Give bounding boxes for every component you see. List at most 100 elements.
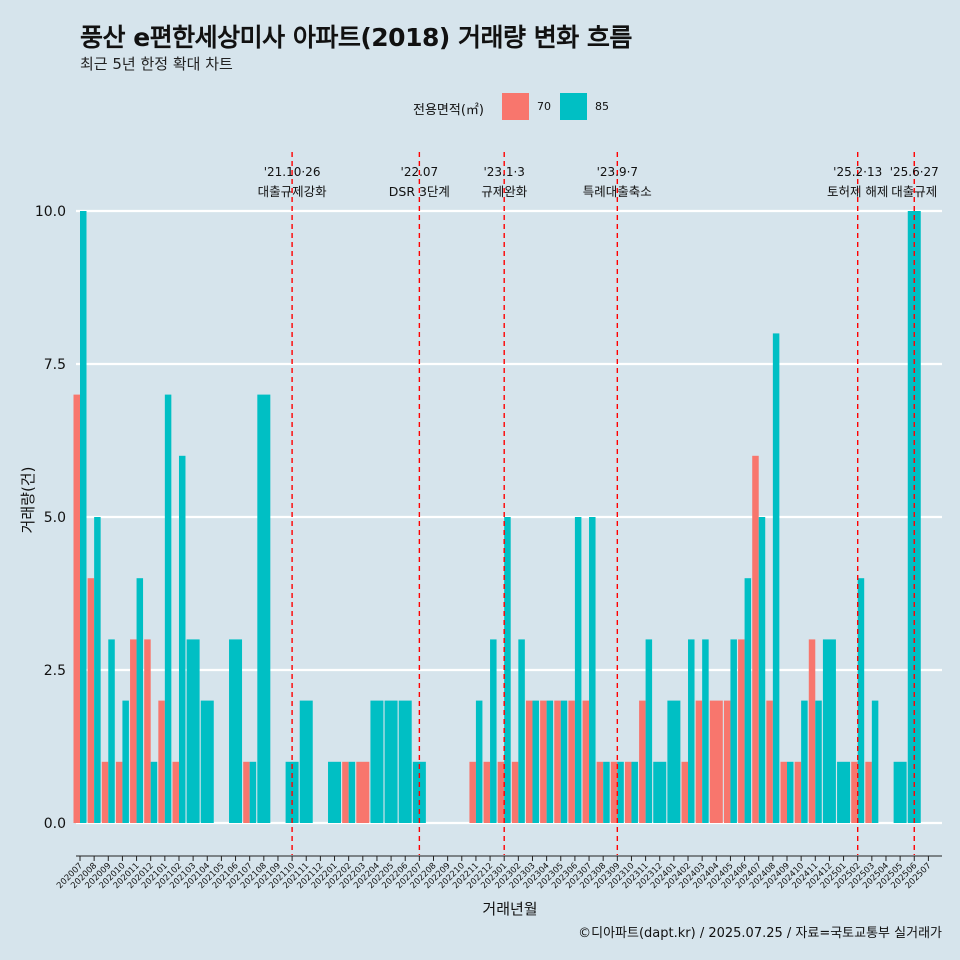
bar-85-202408 [772,333,780,823]
bar-85-202306 [574,517,582,823]
bar-85-202409 [787,761,794,823]
bar-70-202007 [73,394,80,823]
bar-70-202010 [115,761,123,823]
y-tick-label: 0.0 [44,816,66,832]
y-tick-label: 2.5 [44,663,66,679]
legend-swatch-85 [560,93,587,120]
bar-70-202304 [540,700,547,823]
bar-85-202010 [122,700,129,823]
bar-85-202108 [257,394,271,823]
bar-70-202309 [610,761,618,823]
bar-70-202502 [851,761,858,823]
bar-85-202312 [653,761,667,823]
bar-85-202412 [822,639,836,823]
bar-85-202304 [546,700,554,823]
bar-85-202407 [758,517,766,823]
event-date: '25.2·13 [833,165,882,179]
bar-85-202310 [631,761,638,823]
bar-70-202307 [582,700,590,823]
event-date: '23.1·3 [483,165,524,179]
bar-85-202104 [200,700,214,823]
y-axis-title: 거래량(건) [19,467,37,534]
bar-85-202111 [299,700,313,823]
x-axis-title: 거래년월 [482,900,537,918]
bar-85-202403 [702,639,709,823]
bar-70-202405 [723,700,731,823]
legend-swatch-70 [502,93,529,120]
bar-85-202107 [249,761,257,823]
event-date: '25.6·27 [890,165,939,179]
event-label: 토허제 해제 [827,184,888,199]
y-tick-label: 5.0 [44,510,66,526]
bar-70-202303 [525,700,533,823]
bar-70-202408 [766,700,773,823]
bar-70-202310 [624,761,632,823]
bar-85-202008 [94,517,101,823]
bar-70-202203 [356,761,370,823]
bar-70-202202 [342,761,349,823]
bar-85-202102 [178,455,186,823]
bar-85-202303 [532,700,539,823]
bar-70-202404 [709,700,723,823]
bar-85-202204 [370,700,384,823]
chart-title: 풍산 e편한세상미사 아파트(2018) 거래량 변화 흐름 [80,23,632,52]
chart-subtitle: 최근 5년 한정 확대 차트 [80,55,233,73]
bar-70-202308 [596,761,604,823]
legend-label-70: 70 [537,100,551,113]
bar-70-202009 [101,761,109,823]
bar-85-202309 [617,761,624,823]
bar-85-202301 [504,517,511,823]
bar-85-202205 [384,700,398,823]
bar-70-202410 [794,761,802,823]
bar-70-202409 [780,761,787,823]
bar-85-202211 [475,700,483,823]
event-date: '23.9·7 [597,165,638,179]
bar-70-202301 [497,761,505,823]
caption: ©디아파트(dapt.kr) / 2025.07.25 / 자료=국토교통부 실… [578,926,942,941]
bar-85-202201 [328,761,342,823]
bar-85-202103 [186,639,200,823]
y-tick-label: 7.5 [44,357,66,373]
bar-85-202505 [893,761,907,823]
bar-85-202307 [589,517,596,823]
bar-85-202311 [645,639,653,823]
bar-85-202012 [150,761,158,823]
bar-70-202212 [483,761,491,823]
bar-85-202502 [857,578,865,823]
event-label: 대출규제 [891,184,937,199]
legend-title: 전용면적(㎡) [413,103,484,118]
y-tick-label: 10.0 [35,204,66,220]
bar-70-202211 [469,761,476,823]
bar-85-202009 [108,639,115,823]
bar-85-202206 [398,700,412,823]
bar-70-202403 [695,700,703,823]
bar-85-202411 [815,700,822,823]
legend-label-85: 85 [595,100,609,113]
event-label: 특례대출축소 [583,184,652,199]
bar-85-202405 [730,639,737,823]
bar-85-202212 [490,639,497,823]
bar-70-202012 [144,639,151,823]
bar-85-202302 [518,639,525,823]
bar-70-202503 [865,761,872,823]
bar-85-202011 [136,578,144,823]
bar-70-202101 [158,700,165,823]
bar-70-202102 [172,761,179,823]
event-label: 대출규제강화 [258,184,328,199]
bar-85-202410 [801,700,808,823]
event-date: '22.07 [401,165,439,179]
bar-70-202407 [752,455,759,823]
bar-70-202008 [87,578,95,823]
bar-70-202011 [130,639,137,823]
bar-70-202411 [808,639,816,823]
bar-70-202305 [554,700,561,823]
bar-85-202406 [744,578,752,823]
bar-70-202406 [738,639,745,823]
event-label: DSR 3단계 [389,184,450,199]
bar-70-202302 [511,761,519,823]
bar-85-202007 [80,211,87,823]
bar-85-202202 [348,761,356,823]
event-label: 규제완화 [481,184,528,199]
bar-85-202305 [560,700,568,823]
